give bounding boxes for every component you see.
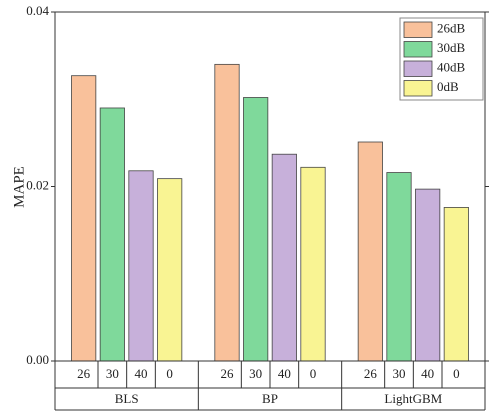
- x-sub-label: 26: [221, 366, 235, 381]
- x-sub-label: 30: [393, 366, 406, 381]
- x-sub-label: 0: [453, 366, 460, 381]
- x-sub-label: 40: [278, 366, 291, 381]
- legend-swatch: [403, 21, 433, 38]
- bar: [300, 166, 326, 362]
- bar: [243, 97, 269, 362]
- x-sub-label: 26: [77, 366, 91, 381]
- x-tick-label: LightGBM: [384, 391, 442, 406]
- bar: [128, 170, 154, 362]
- x-sub-label: 26: [364, 366, 378, 381]
- bar: [443, 207, 469, 362]
- legend-label: 26dB: [437, 21, 466, 36]
- x-sub-label: 0: [310, 366, 317, 381]
- x-sub-label: 30: [106, 366, 119, 381]
- bar: [415, 188, 441, 362]
- y-tick-label: 0.04: [26, 3, 49, 18]
- legend-label: 40dB: [437, 60, 466, 75]
- bar: [271, 153, 297, 362]
- legend-label: 30dB: [437, 40, 466, 55]
- bar: [71, 75, 97, 362]
- legend-label: 0dB: [437, 79, 459, 94]
- bar: [99, 107, 125, 362]
- legend-swatch: [403, 41, 433, 58]
- x-tick-label: BLS: [115, 391, 139, 406]
- bar: [386, 172, 412, 362]
- x-sub-label: 30: [249, 366, 262, 381]
- bar: [357, 141, 383, 362]
- plot-frame: [54, 11, 486, 362]
- y-tick-label: 0.00: [26, 352, 49, 367]
- legend-swatch: [403, 80, 433, 97]
- y-axis-label: MAPE: [11, 166, 27, 208]
- bar: [214, 63, 240, 362]
- legend-swatch: [403, 60, 433, 77]
- x-tick-label: BP: [262, 391, 278, 406]
- y-tick-label: 0.02: [26, 177, 49, 192]
- x-sub-label: 40: [135, 366, 148, 381]
- bar: [157, 178, 183, 362]
- x-sub-label: 0: [166, 366, 173, 381]
- x-sub-label: 40: [421, 366, 434, 381]
